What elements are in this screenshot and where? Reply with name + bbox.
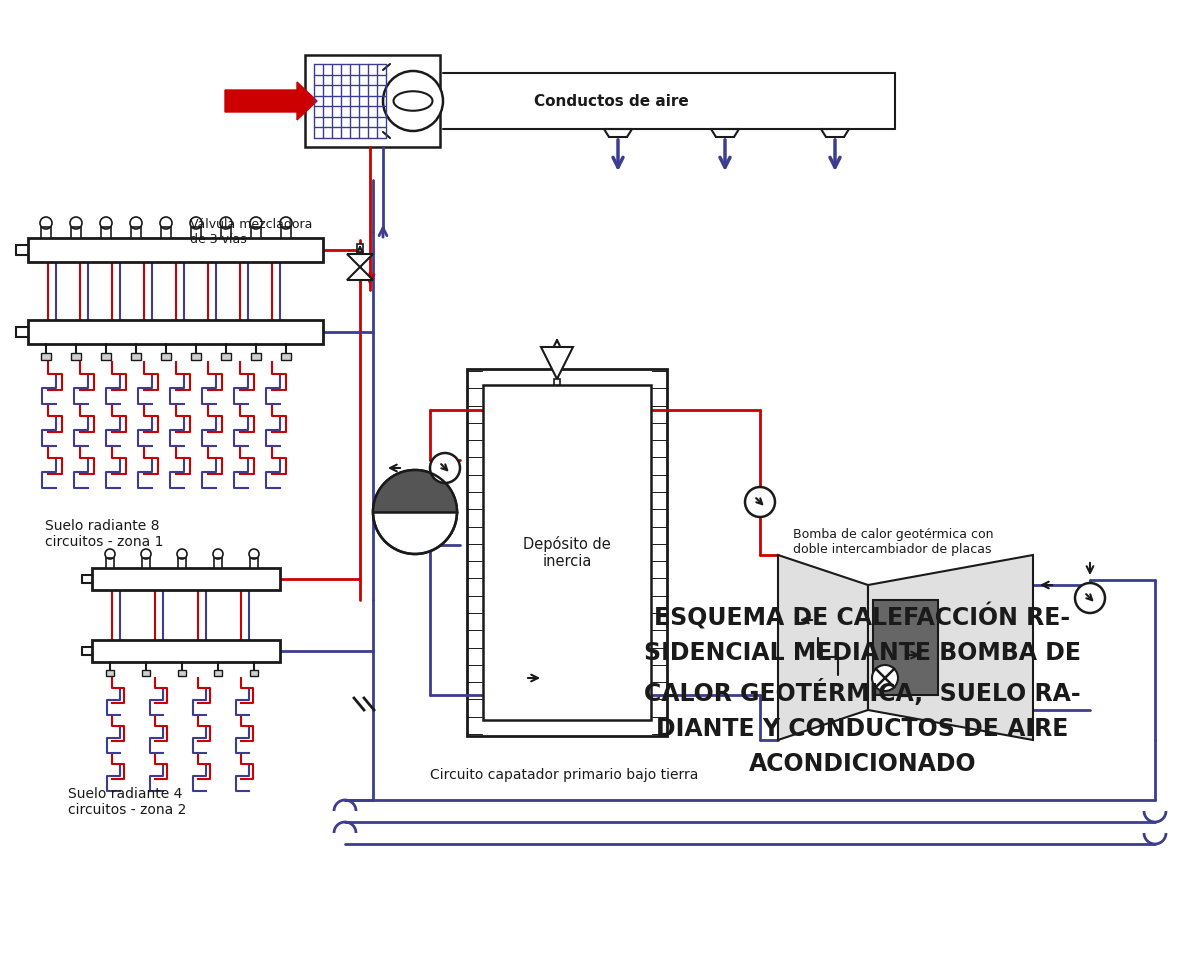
Circle shape [1075,583,1105,613]
Bar [71,227,81,238]
Bar [28,238,323,262]
Bar [41,227,52,238]
Bar [41,353,52,360]
Bar [553,379,559,385]
FancyArrow shape [225,82,317,120]
Bar [282,353,291,360]
Bar [143,558,150,568]
Bar [92,640,280,662]
Bar [161,227,171,238]
Polygon shape [373,470,456,512]
Text: Depósito de
inercia: Depósito de inercia [524,536,611,569]
Bar [483,385,651,720]
Bar [101,353,111,360]
Circle shape [872,665,898,691]
Bar [143,670,150,676]
Text: Suelo radiante 4
circuitos - zona 2: Suelo radiante 4 circuitos - zona 2 [68,787,187,817]
Bar [214,558,222,568]
Circle shape [745,487,775,517]
Polygon shape [347,267,373,280]
Bar [214,670,222,676]
Bar [190,353,201,360]
Circle shape [430,453,460,483]
Bar [92,568,280,590]
Circle shape [373,470,456,554]
Bar [131,227,141,238]
Bar [131,353,141,360]
Bar [467,369,667,736]
Bar [252,227,261,238]
Bar [252,353,261,360]
Bar [305,55,440,147]
Bar [282,227,291,238]
Bar [190,227,201,238]
Bar [101,227,111,238]
Bar [220,227,231,238]
Bar [28,320,323,344]
Bar [105,558,114,568]
Polygon shape [778,555,869,740]
Text: Válvula mezcladora
de 3 vías: Válvula mezcladora de 3 vías [190,218,313,246]
Bar [179,670,186,676]
Polygon shape [347,254,373,267]
Bar [357,244,363,252]
Text: ESQUEMA DE CALEFACCIÓN RE-
SIDENCIAL MEDIANTE BOMBA DE
CALOR GEOTÉRMICA,  SUELO : ESQUEMA DE CALEFACCIÓN RE- SIDENCIAL MED… [645,603,1081,777]
Polygon shape [541,347,573,379]
Bar [873,600,938,695]
Bar [179,558,186,568]
Text: Conductos de aire: Conductos de aire [534,94,689,108]
Text: Bomba de calor geotérmica con
doble intercambiador de placas: Bomba de calor geotérmica con doble inte… [793,528,993,556]
Polygon shape [869,555,1033,740]
Bar [220,353,231,360]
Text: Suelo radiante 8
circuitos - zona 1: Suelo radiante 8 circuitos - zona 1 [46,519,163,549]
Circle shape [383,71,443,131]
Text: Circuito capatador primario bajo tierra: Circuito capatador primario bajo tierra [430,768,698,782]
Bar [105,670,114,676]
Bar [250,670,258,676]
Bar [71,353,81,360]
Bar [161,353,171,360]
Bar [250,558,258,568]
